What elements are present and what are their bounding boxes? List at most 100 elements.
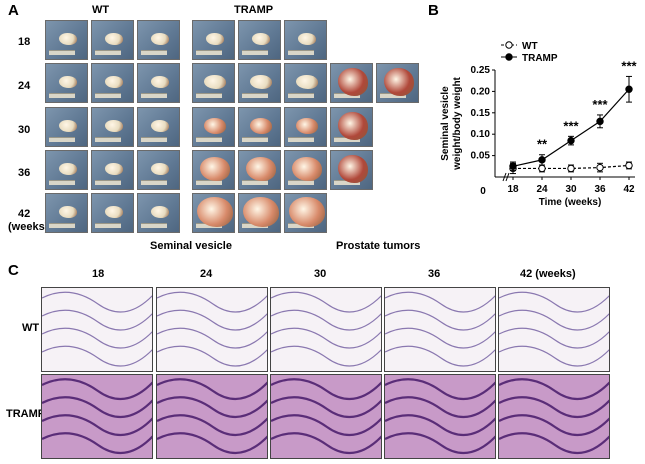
tissue-sample <box>203 75 226 89</box>
data-point-tramp <box>509 162 517 171</box>
specimen-photo <box>284 193 327 233</box>
age-label-30: 30 <box>18 124 31 136</box>
tissue-fold <box>499 378 609 401</box>
ruler-scale <box>49 137 75 142</box>
tissue-fold <box>157 414 267 437</box>
tissue-fold <box>42 345 152 367</box>
histology-image-tramp <box>384 374 496 459</box>
specimen-photo <box>284 107 327 147</box>
ruler-scale <box>242 137 268 142</box>
specimen-photo <box>284 150 327 190</box>
tissue-sample <box>150 33 169 45</box>
x-tick-label: 30 <box>565 184 577 195</box>
group-label-tramp: TRAMP <box>234 4 274 16</box>
tissue-sample <box>249 118 272 134</box>
ruler-scale <box>49 223 75 228</box>
tissue-sample <box>288 197 325 227</box>
tissue-fold <box>157 432 267 455</box>
tissue-fold <box>157 291 267 313</box>
ruler-scale <box>141 223 167 228</box>
tissue-fold <box>157 309 267 331</box>
ruler-scale <box>288 180 314 185</box>
specimen-photo <box>238 63 281 103</box>
specimen-photo <box>91 63 134 103</box>
ruler-scale <box>95 93 121 98</box>
specimen-photo <box>330 150 373 190</box>
tissue-fold <box>271 309 381 331</box>
tissue-fold <box>271 414 381 437</box>
tissue-sample <box>150 163 169 175</box>
histology-image-wt <box>384 287 496 372</box>
specimen-photo <box>137 193 180 233</box>
x-tick-label: 24 <box>536 184 548 195</box>
legend-marker <box>505 41 513 49</box>
group-label-wt: WT <box>92 4 110 16</box>
data-point-wt <box>538 164 546 173</box>
tissue-sample <box>245 157 276 181</box>
tissue-sample <box>251 33 270 45</box>
tissue-fold <box>157 396 267 419</box>
specimen-photo <box>192 63 235 103</box>
tissue-sample <box>337 155 368 183</box>
tissue-sample <box>295 118 318 134</box>
tissue-sample <box>104 120 123 132</box>
tissue-sample <box>58 120 77 132</box>
specimen-photo <box>330 107 373 147</box>
tissue-fold <box>271 396 381 419</box>
specimen-photo <box>137 107 180 147</box>
seminal-vesicle-weight-chart: 0.05 0.10 0.15 0.20 0.25 0 18 24 30 36 42 Time (wee… <box>440 41 638 208</box>
ruler-scale <box>49 93 75 98</box>
ruler-scale <box>196 93 222 98</box>
tissue-sample <box>291 157 322 181</box>
tissue-fold <box>499 396 609 419</box>
specimen-photo <box>137 150 180 190</box>
timepoint-24: 24 <box>200 268 213 280</box>
specimen-photo <box>284 20 327 60</box>
tissue-fold <box>157 327 267 349</box>
tissue-sample <box>337 112 368 140</box>
tissue-sample <box>58 76 77 88</box>
timepoint-30: 30 <box>314 268 327 280</box>
specimen-photo <box>238 193 281 233</box>
panel-b-letter: B <box>428 2 439 19</box>
tissue-fold <box>499 291 609 313</box>
data-point-tramp <box>567 136 575 145</box>
tissue-sample <box>297 33 316 45</box>
age-label-42: 42 <box>18 208 31 220</box>
tissue-fold <box>42 309 152 331</box>
y-axis-title: weight/body weight <box>452 76 463 170</box>
tissue-sample <box>104 76 123 88</box>
specimen-photo <box>238 150 281 190</box>
tissue-fold <box>271 291 381 313</box>
histology-image-wt <box>156 287 268 372</box>
tissue-fold <box>385 432 495 455</box>
data-point-tramp <box>596 117 604 126</box>
legend-label: WT <box>522 41 538 52</box>
timepoint-18: 18 <box>92 268 105 280</box>
tissue-sample <box>58 33 77 45</box>
panel-c-letter: C <box>8 262 19 279</box>
specimen-photo <box>45 63 88 103</box>
data-point-wt <box>625 161 633 170</box>
legend-marker <box>505 53 513 61</box>
ruler-scale <box>196 137 222 142</box>
ruler-scale <box>288 50 314 55</box>
x-axis-title: Time (weeks) <box>539 197 602 208</box>
tissue-sample <box>58 206 77 218</box>
tissue-sample <box>295 75 318 89</box>
y-tick-label: 0.05 <box>471 151 491 162</box>
specimen-photo <box>91 193 134 233</box>
tissue-sample <box>58 163 77 175</box>
ruler-scale <box>196 180 222 185</box>
tissue-fold <box>499 345 609 367</box>
tissue-sample <box>383 68 414 96</box>
y-tick-label: 0.20 <box>471 86 491 97</box>
ruler-scale <box>141 93 167 98</box>
x-tick-label: 18 <box>507 184 519 195</box>
tissue-sample <box>150 76 169 88</box>
tissue-sample <box>150 120 169 132</box>
ruler-scale <box>95 137 121 142</box>
ruler-scale <box>242 180 268 185</box>
specimen-photo <box>330 63 373 103</box>
ruler-scale <box>95 223 121 228</box>
